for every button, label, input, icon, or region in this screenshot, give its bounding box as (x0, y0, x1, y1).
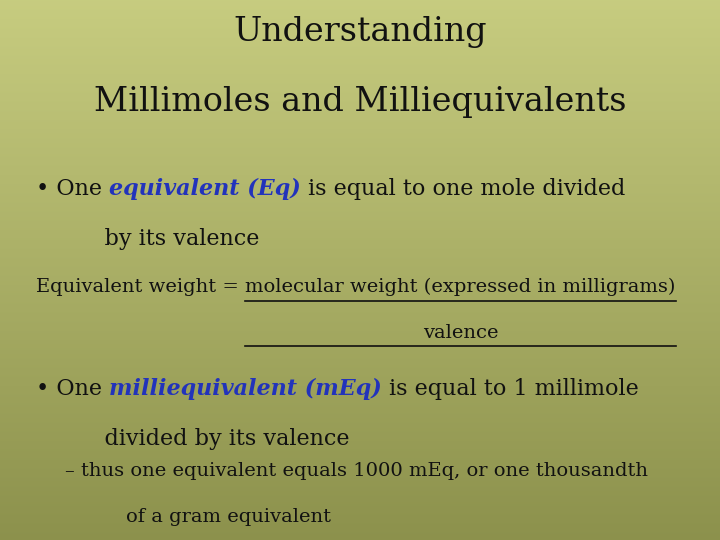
Text: by its valence: by its valence (76, 228, 259, 250)
Text: is equal to 1 millimole: is equal to 1 millimole (382, 378, 639, 400)
Text: – thus one equivalent equals 1000 mEq, or one thousandth: – thus one equivalent equals 1000 mEq, o… (65, 462, 648, 480)
Text: equivalent (Eq): equivalent (Eq) (109, 178, 301, 200)
Text: milliequivalent (mEq): milliequivalent (mEq) (109, 378, 382, 400)
Text: valence: valence (423, 324, 498, 342)
Text: is equal to one mole divided: is equal to one mole divided (301, 178, 625, 200)
Text: Equivalent weight =: Equivalent weight = (36, 278, 245, 296)
Text: Understanding: Understanding (233, 16, 487, 48)
Text: • One: • One (36, 378, 109, 400)
Text: Millimoles and Milliequivalents: Millimoles and Milliequivalents (94, 86, 626, 118)
Text: of a gram equivalent: of a gram equivalent (101, 508, 330, 525)
Text: molecular weight (expressed in milligrams): molecular weight (expressed in milligram… (245, 278, 675, 296)
Text: • One: • One (36, 178, 109, 200)
Text: divided by its valence: divided by its valence (76, 428, 349, 450)
